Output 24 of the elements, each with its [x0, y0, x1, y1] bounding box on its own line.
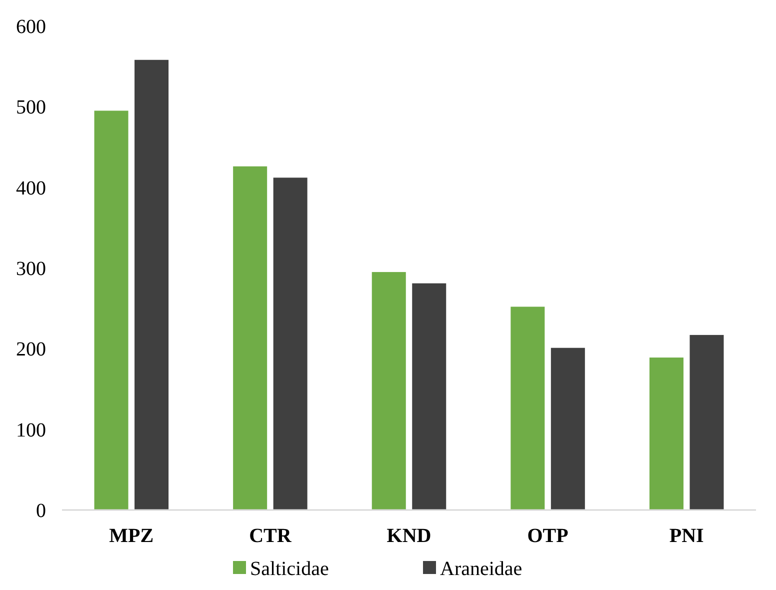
y-tick-label: 300	[16, 258, 46, 280]
x-tick-label: CTR	[249, 525, 292, 547]
bar	[372, 272, 406, 510]
y-tick-label: 0	[36, 500, 46, 522]
bar	[94, 110, 128, 510]
bar	[690, 334, 724, 510]
bar	[134, 60, 169, 510]
bar	[273, 178, 308, 510]
bar	[649, 358, 684, 510]
y-tick-label: 200	[16, 338, 46, 361]
x-tick-label: OTP	[527, 525, 568, 547]
y-tick-label: 100	[16, 419, 46, 442]
y-tick-label: 600	[16, 16, 46, 38]
x-tick-label: KND	[386, 525, 432, 547]
x-tick-label: PNI	[669, 525, 704, 547]
legend-label: Araneidae	[440, 558, 522, 580]
bar	[510, 306, 545, 510]
y-tick-label: 500	[16, 96, 46, 119]
x-tick-label: MPZ	[109, 525, 154, 547]
bar	[233, 166, 268, 510]
y-tick-label: 400	[16, 177, 46, 200]
bar	[412, 283, 446, 510]
bar	[550, 348, 585, 510]
legend-label: Salticidae	[250, 558, 329, 580]
